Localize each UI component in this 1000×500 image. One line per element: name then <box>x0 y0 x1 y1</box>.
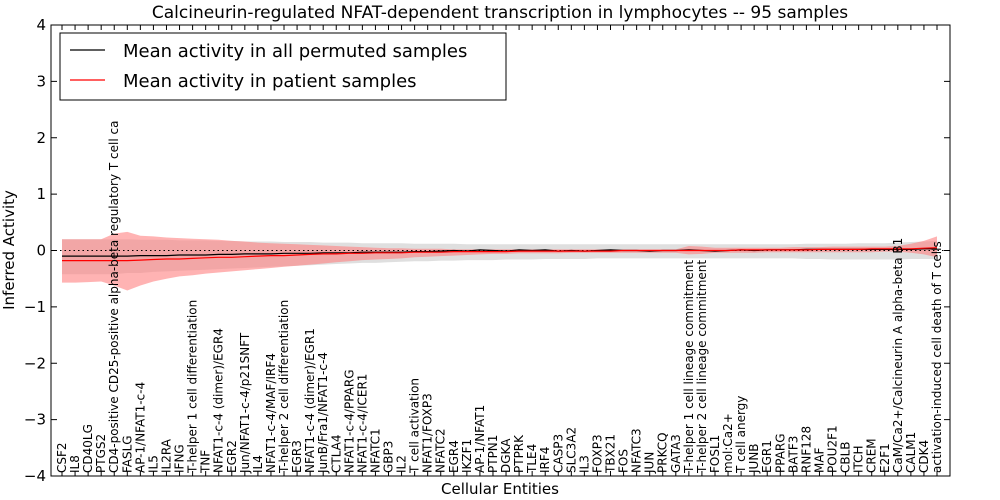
x-category-label: IKZF1 <box>460 439 474 473</box>
x-category-label: Jun/NFAT1-c-4/p21SNFT <box>238 332 252 474</box>
x-category-label: JUNB <box>747 443 761 474</box>
x-category-label: DGKA <box>499 438 513 473</box>
x-category-label: TNF <box>199 450 213 474</box>
patient-band <box>62 231 937 291</box>
x-category-label: CREM <box>865 438 879 473</box>
x-category-label: CDK4 <box>917 440 931 473</box>
x-category-label: EGR2 <box>225 440 239 473</box>
x-category-label: FOXP3 <box>590 434 604 473</box>
x-category-label: CD4-positive CD25-positive alpha-beta re… <box>107 121 121 473</box>
x-category-label: GBP3 <box>381 441 395 473</box>
y-axis: 4 3 2 1 0 −1 −2 −3 −4 <box>24 16 950 485</box>
x-category-label: RNF128 <box>799 426 813 473</box>
x-category-label: POU2F1 <box>826 425 840 473</box>
x-category-label: FASLG <box>120 435 134 473</box>
x-category-label: T-helper 2 cell lineage commitment <box>695 260 709 474</box>
x-category-label: NFAT1-c-4/ICER1 <box>355 374 369 473</box>
x-category-label: FOSL1 <box>708 435 722 473</box>
x-axis <box>61 25 938 476</box>
x-category-label: CALM1 <box>904 432 918 473</box>
x-category-label: IL4 <box>251 455 265 473</box>
x-category-label: NFATC2 <box>434 428 448 473</box>
x-category-label: NFATC1 <box>368 428 382 473</box>
y-axis-title: Inferred Activity <box>0 190 18 310</box>
x-category-label: mol:Ca2+ <box>721 413 735 473</box>
x-category-label: BATF3 <box>786 436 800 473</box>
y-tick-label: −3 <box>24 411 46 429</box>
x-category-label: PPARG <box>773 433 787 473</box>
legend-label-permuted: Mean activity in all permuted samples <box>123 41 467 62</box>
x-category-label: NFAT1-c-4 (dimer)/EGR1 <box>303 328 317 473</box>
x-category-label: T-helper 1 cell differentiation <box>186 300 200 474</box>
x-category-label: TBX21 <box>604 434 618 474</box>
legend: Mean activity in all permuted samples Me… <box>59 32 507 101</box>
x-category-label: CaM/Ca2+/Calcineurin A alpha-beta B1 <box>891 238 905 473</box>
x-category-label: IL3 <box>577 455 591 473</box>
x-category-label: NFAT1/FOXP3 <box>421 393 435 473</box>
x-category-label: NFAT1-c-4/PPARG <box>342 369 356 473</box>
x-category-label: activation-induced cell death of T cells <box>930 241 944 473</box>
x-category-label: TLE4 <box>525 444 539 474</box>
x-tick-labels: CSF2 IL8 CD40LG PTGS2 CD4-positive CD25-posi… <box>55 121 944 474</box>
x-category-label: JunB/Fra1/NFAT1-c-4 <box>316 352 330 474</box>
x-category-label: AP-1/NFAT1-c-4 <box>133 382 147 473</box>
x-category-label: MAF <box>812 447 826 473</box>
chart-title: Calcineurin-regulated NFAT-dependent tra… <box>152 3 848 23</box>
x-category-label: PRKCQ <box>656 432 670 473</box>
x-category-label: IRF4 <box>538 447 552 473</box>
x-category-label: IFNG <box>173 444 187 473</box>
x-category-label: CASP3 <box>551 434 565 473</box>
y-tick-label: −4 <box>24 467 46 485</box>
x-category-label: SLC3A2 <box>564 427 578 473</box>
y-tick-label: 4 <box>36 16 46 34</box>
x-category-label: CTLA4 <box>329 434 343 473</box>
x-category-label: EGR4 <box>447 440 461 473</box>
x-axis-title: Cellular Entities <box>441 480 559 498</box>
x-category-label: ITCH <box>852 445 866 473</box>
x-category-label: JUN <box>643 452 657 474</box>
x-category-label: IL2 <box>395 455 409 473</box>
x-category-label: NFATC3 <box>630 428 644 473</box>
x-category-label: NFAT1-c-4/MAF/IRF4 <box>264 353 278 473</box>
x-category-label: PTGS2 <box>94 434 108 473</box>
x-category-label: IL8 <box>68 455 82 473</box>
y-tick-label: 0 <box>36 242 46 260</box>
y-tick-label: −1 <box>24 298 46 316</box>
x-category-label: IL5 <box>146 455 160 473</box>
x-category-label: PTPN1 <box>486 435 500 473</box>
x-category-label: PTPRK <box>512 434 526 473</box>
x-category-label: T cell anergy <box>734 396 748 474</box>
x-category-label: NFAT1-c-4 (dimer)/EGR4 <box>212 328 226 473</box>
x-category-label: EGR3 <box>290 440 304 473</box>
y-tick-label: −2 <box>24 354 46 372</box>
x-category-label: CBLB <box>839 441 853 473</box>
y-tick-label: 1 <box>36 185 46 203</box>
x-category-label: AP-1/NFAT1 <box>473 405 487 473</box>
x-category-label: CSF2 <box>55 442 69 473</box>
y-tick-label: 3 <box>36 72 46 90</box>
x-category-label: GATA3 <box>669 434 683 473</box>
x-category-label: T-helper 2 cell differentiation <box>277 300 291 474</box>
x-category-label: IL2RA <box>159 438 173 473</box>
x-category-label: EGR1 <box>760 440 774 473</box>
y-tick-label: 2 <box>36 129 46 147</box>
legend-box <box>59 32 507 101</box>
series-lines <box>62 247 938 262</box>
patient-mean-line <box>62 247 938 262</box>
confidence-bands <box>62 231 937 291</box>
legend-label-patient: Mean activity in patient samples <box>123 71 417 92</box>
x-category-label: CD40LG <box>81 424 95 473</box>
x-category-label: E2F1 <box>878 443 892 473</box>
x-category-label: T-helper 1 cell lineage commitment <box>682 260 696 474</box>
x-category-label: FOS <box>617 449 631 473</box>
x-category-label: T cell activation <box>408 378 422 474</box>
